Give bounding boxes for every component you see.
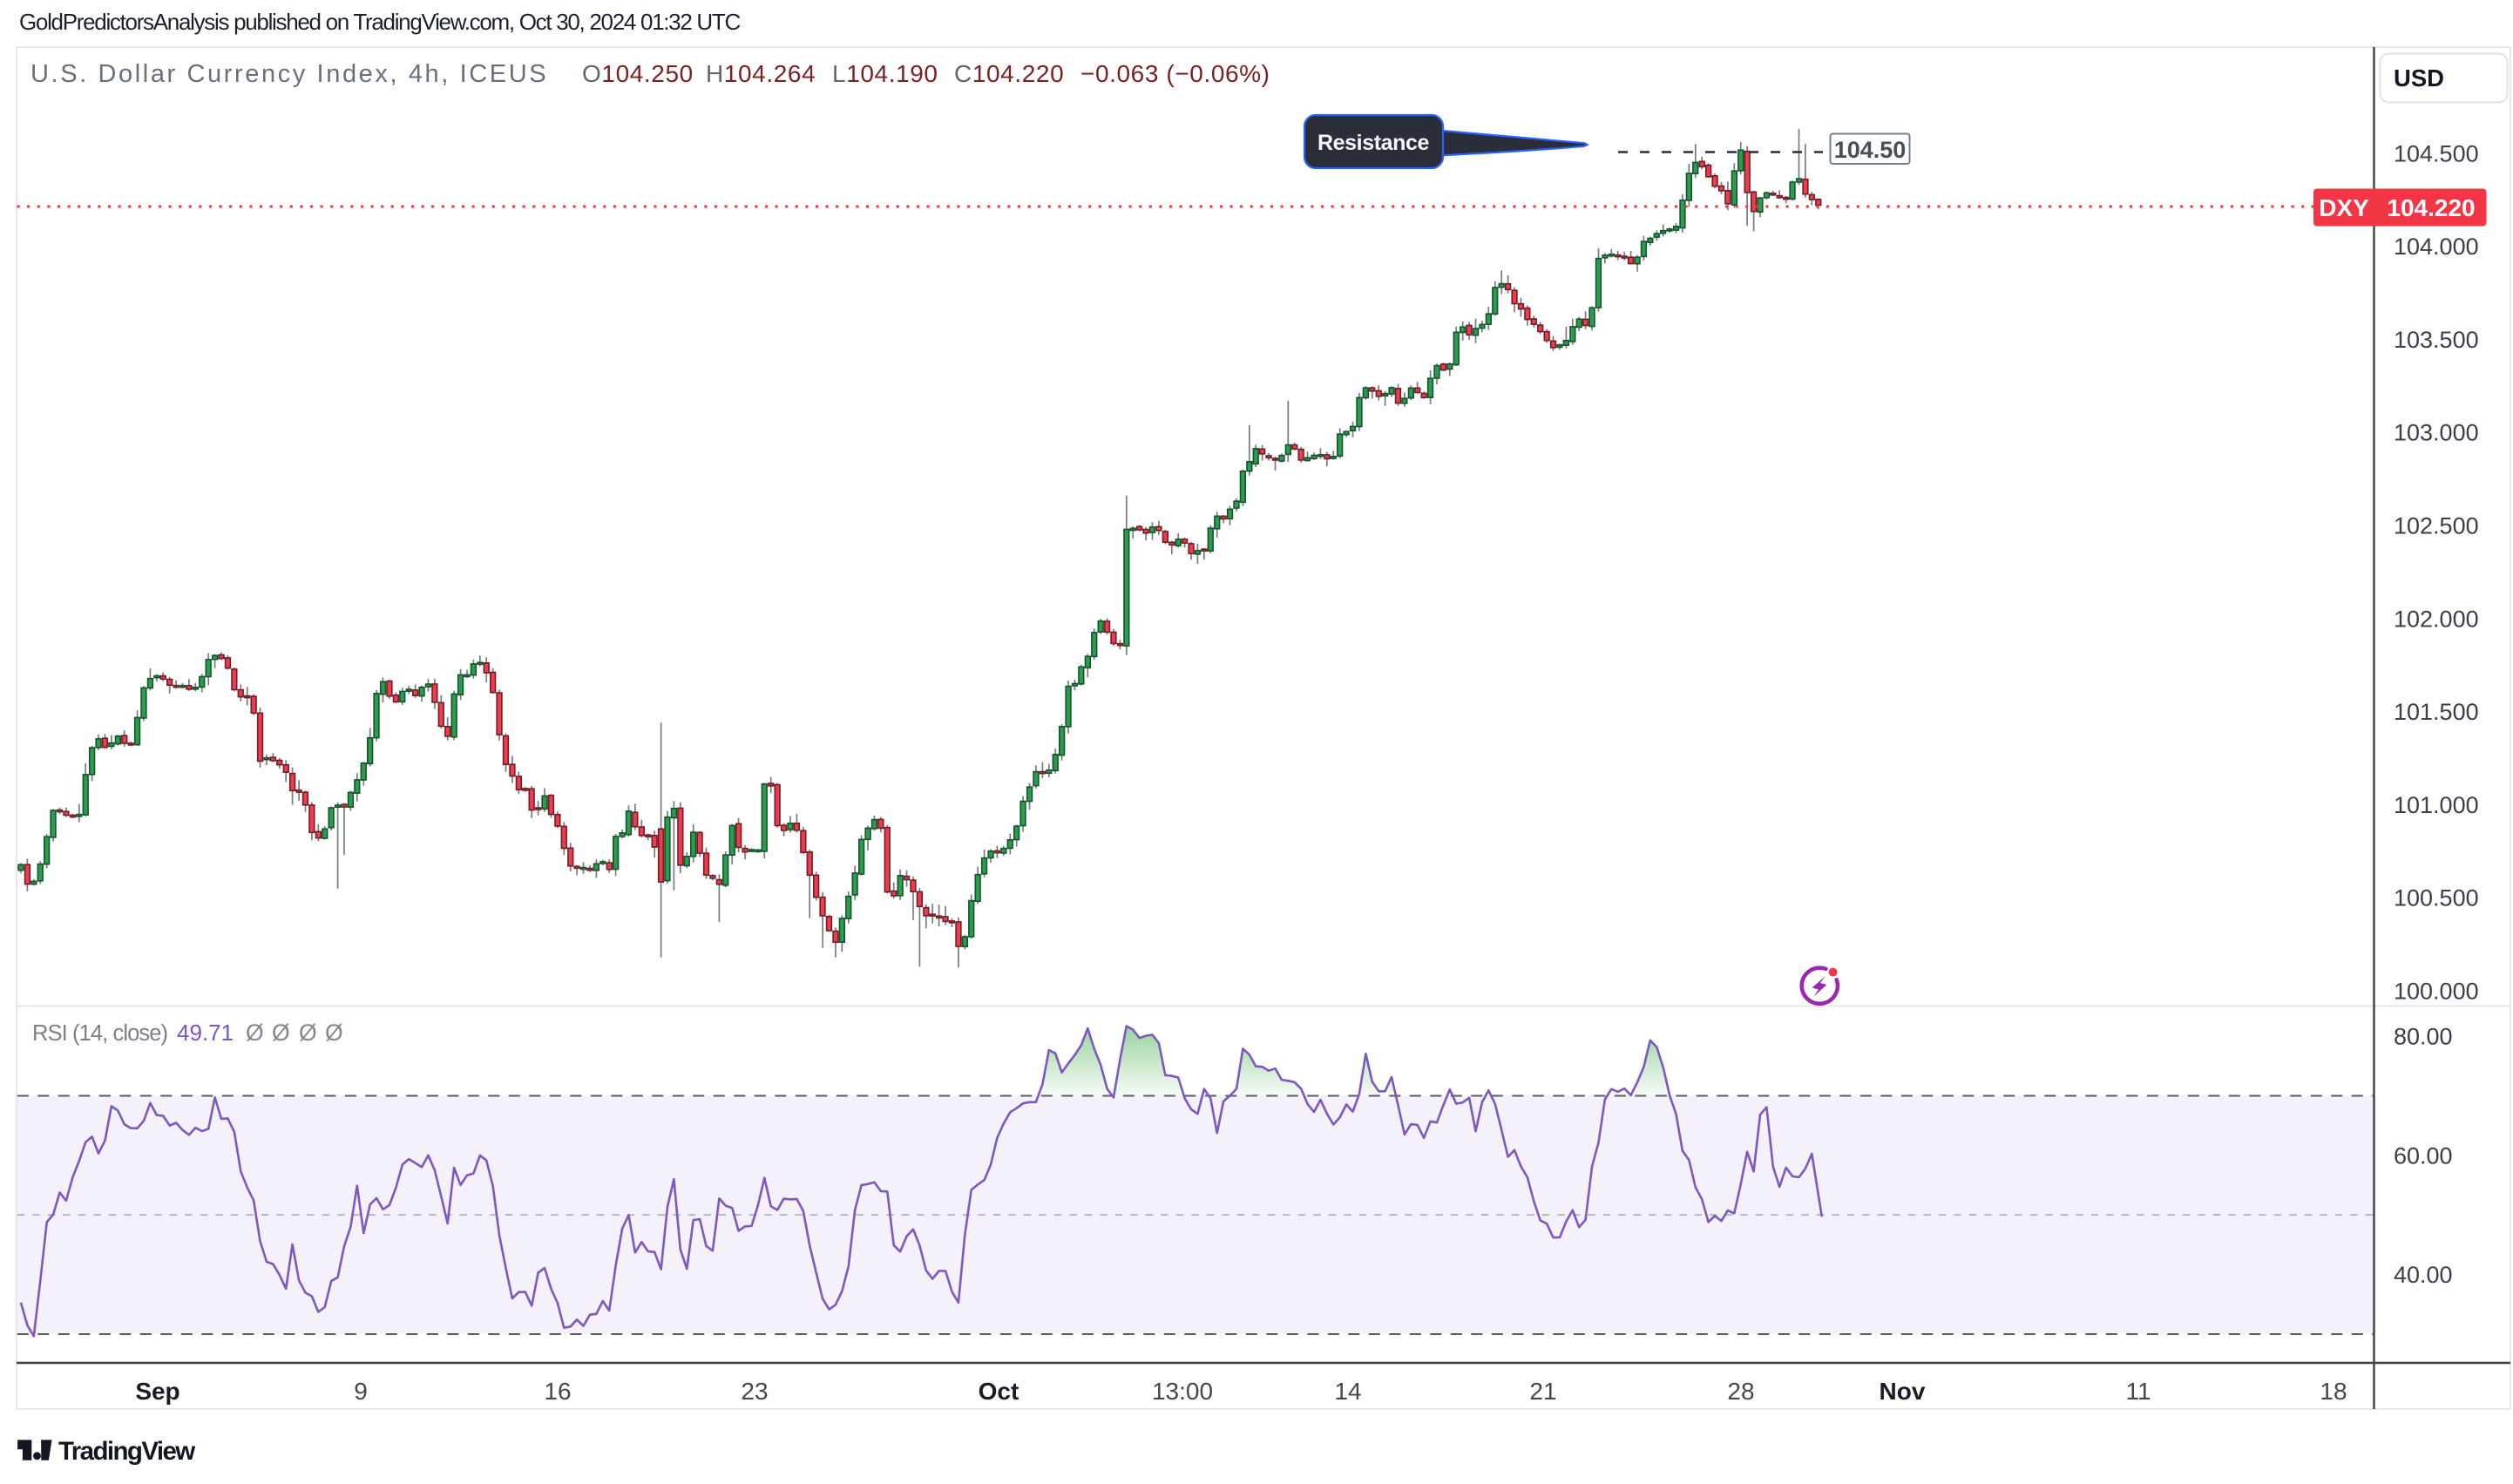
svg-text:40.00: 40.00 — [2394, 1262, 2453, 1288]
svg-text:Ø: Ø — [272, 1020, 290, 1046]
svg-text:Resistance: Resistance — [1317, 131, 1430, 155]
svg-text:Oct: Oct — [979, 1378, 1019, 1405]
svg-text:60.00: 60.00 — [2394, 1142, 2453, 1169]
svg-text:28: 28 — [1727, 1378, 1754, 1405]
svg-text:RSI (14, close): RSI (14, close) — [32, 1021, 167, 1046]
svg-text:11: 11 — [2125, 1378, 2151, 1405]
svg-text:Ø: Ø — [246, 1020, 264, 1046]
svg-text:USD: USD — [2394, 64, 2444, 91]
svg-text:Ø: Ø — [325, 1020, 343, 1046]
svg-text:102.000: 102.000 — [2394, 606, 2479, 632]
svg-text:13:00: 13:00 — [1152, 1378, 1213, 1405]
svg-text:Ø: Ø — [299, 1020, 317, 1046]
svg-text:104.50: 104.50 — [1834, 137, 1907, 163]
svg-text:GoldPredictorsAnalysis publish: GoldPredictorsAnalysis published on Trad… — [19, 9, 740, 35]
svg-text:101.500: 101.500 — [2394, 699, 2479, 725]
svg-text:21: 21 — [1529, 1378, 1556, 1405]
svg-text:101.000: 101.000 — [2394, 792, 2479, 818]
svg-text:103.000: 103.000 — [2394, 420, 2479, 446]
svg-text:104.000: 104.000 — [2394, 234, 2479, 260]
svg-text:TradingView: TradingView — [58, 1437, 195, 1466]
svg-text:80.00: 80.00 — [2394, 1024, 2453, 1050]
svg-text:Nov: Nov — [1880, 1378, 1926, 1405]
svg-text:23: 23 — [741, 1378, 768, 1405]
svg-text:100.000: 100.000 — [2394, 979, 2479, 1005]
svg-text:16: 16 — [544, 1378, 571, 1405]
svg-text:49.71: 49.71 — [177, 1020, 234, 1046]
svg-text:O104.250: O104.250 — [582, 60, 694, 87]
svg-text:102.500: 102.500 — [2394, 513, 2479, 539]
svg-text:9: 9 — [354, 1378, 368, 1405]
svg-text:100.500: 100.500 — [2394, 885, 2479, 911]
svg-text:U.S. Dollar Currency Index, 4h: U.S. Dollar Currency Index, 4h, ICEUS — [30, 60, 548, 88]
svg-text:14: 14 — [1334, 1378, 1361, 1405]
svg-text:103.500: 103.500 — [2394, 327, 2479, 353]
svg-text:−0.063 (−0.06%): −0.063 (−0.06%) — [1080, 60, 1270, 87]
svg-text:C104.220: C104.220 — [954, 60, 1064, 87]
svg-text:DXY: DXY — [2319, 194, 2369, 221]
svg-text:18: 18 — [2320, 1378, 2347, 1405]
svg-text:104.500: 104.500 — [2394, 140, 2479, 166]
svg-text:Sep: Sep — [135, 1378, 180, 1405]
svg-text:104.220: 104.220 — [2387, 194, 2475, 221]
svg-text:H104.264: H104.264 — [706, 60, 816, 87]
svg-text:L104.190: L104.190 — [832, 60, 938, 87]
